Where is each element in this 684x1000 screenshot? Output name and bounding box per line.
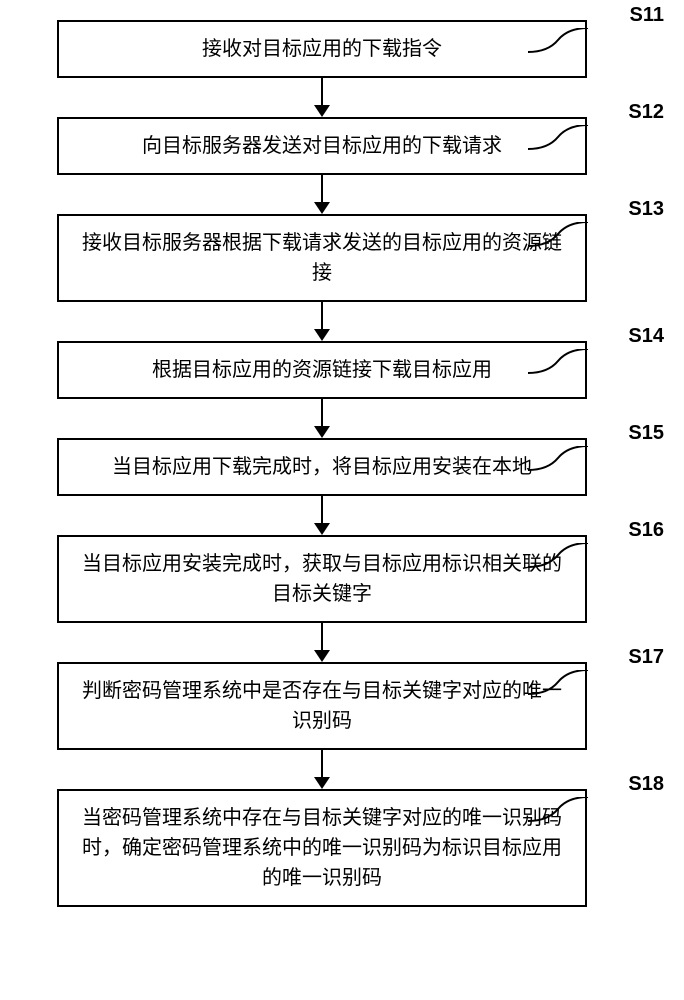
arrow-down xyxy=(314,78,330,117)
step-text: 判断密码管理系统中是否存在与目标关键字对应的唯一识别码 xyxy=(82,680,562,732)
arrow-down xyxy=(314,496,330,535)
step-box: 接收目标服务器根据下载请求发送的目标应用的资源链接 xyxy=(57,214,587,302)
step-box: 判断密码管理系统中是否存在与目标关键字对应的唯一识别码 xyxy=(57,662,587,750)
step-row: 当目标应用安装完成时，获取与目标应用标识相关联的目标关键字 S16 xyxy=(30,535,654,623)
step-label: S18 xyxy=(628,773,664,796)
leader-line xyxy=(528,797,588,825)
step-text: 当目标应用下载完成时，将目标应用安装在本地 xyxy=(112,456,532,478)
step-label: S13 xyxy=(628,198,664,221)
step-box: 根据目标应用的资源链接下载目标应用 xyxy=(57,341,587,399)
step-label: S16 xyxy=(628,519,664,542)
leader-line xyxy=(528,670,588,698)
step-row: 根据目标应用的资源链接下载目标应用 S14 xyxy=(30,341,654,399)
step-label: S14 xyxy=(628,325,664,348)
leader-line xyxy=(528,543,588,571)
arrow-down xyxy=(314,750,330,789)
step-text: 接收目标服务器根据下载请求发送的目标应用的资源链接 xyxy=(82,232,562,284)
step-label-group: S17 xyxy=(628,646,664,669)
arrow-down xyxy=(314,302,330,341)
step-row: 当密码管理系统中存在与目标关键字对应的唯一识别码时，确定密码管理系统中的唯一识别… xyxy=(30,789,654,907)
step-label-group: S14 xyxy=(628,325,664,348)
step-label: S11 xyxy=(630,4,664,27)
arrow-down xyxy=(314,399,330,438)
step-box: 接收对目标应用的下载指令 xyxy=(57,20,587,78)
step-label: S12 xyxy=(628,101,664,124)
step-text: 向目标服务器发送对目标应用的下载请求 xyxy=(142,135,502,157)
step-box: 当密码管理系统中存在与目标关键字对应的唯一识别码时，确定密码管理系统中的唯一识别… xyxy=(57,789,587,907)
step-text: 根据目标应用的资源链接下载目标应用 xyxy=(152,359,492,381)
leader-line xyxy=(528,349,588,377)
leader-line xyxy=(528,28,588,56)
step-box: 当目标应用安装完成时，获取与目标应用标识相关联的目标关键字 xyxy=(57,535,587,623)
leader-line xyxy=(528,446,588,474)
step-label-group: S12 xyxy=(628,101,664,124)
arrow-down xyxy=(314,175,330,214)
step-label-group: S15 xyxy=(628,422,664,445)
step-label-group: S18 xyxy=(628,773,664,796)
step-label-group: S13 xyxy=(628,198,664,221)
step-row: 判断密码管理系统中是否存在与目标关键字对应的唯一识别码 S17 xyxy=(30,662,654,750)
step-label: S15 xyxy=(628,422,664,445)
step-label-group: S11 xyxy=(630,4,664,27)
step-row: 接收对目标应用的下载指令 S11 xyxy=(30,20,654,78)
step-text: 接收对目标应用的下载指令 xyxy=(202,38,442,60)
step-box: 当目标应用下载完成时，将目标应用安装在本地 xyxy=(57,438,587,496)
leader-line xyxy=(528,222,588,250)
step-label-group: S16 xyxy=(628,519,664,542)
leader-line xyxy=(528,125,588,153)
flowchart-container: 接收对目标应用的下载指令 S11 向目标服务器发送对目标应用的下载请求 S12 … xyxy=(30,20,654,907)
step-box: 向目标服务器发送对目标应用的下载请求 xyxy=(57,117,587,175)
step-row: 当目标应用下载完成时，将目标应用安装在本地 S15 xyxy=(30,438,654,496)
step-text: 当密码管理系统中存在与目标关键字对应的唯一识别码时，确定密码管理系统中的唯一识别… xyxy=(82,807,562,889)
step-text: 当目标应用安装完成时，获取与目标应用标识相关联的目标关键字 xyxy=(82,553,562,605)
step-row: 接收目标服务器根据下载请求发送的目标应用的资源链接 S13 xyxy=(30,214,654,302)
arrow-down xyxy=(314,623,330,662)
step-row: 向目标服务器发送对目标应用的下载请求 S12 xyxy=(30,117,654,175)
step-label: S17 xyxy=(628,646,664,669)
